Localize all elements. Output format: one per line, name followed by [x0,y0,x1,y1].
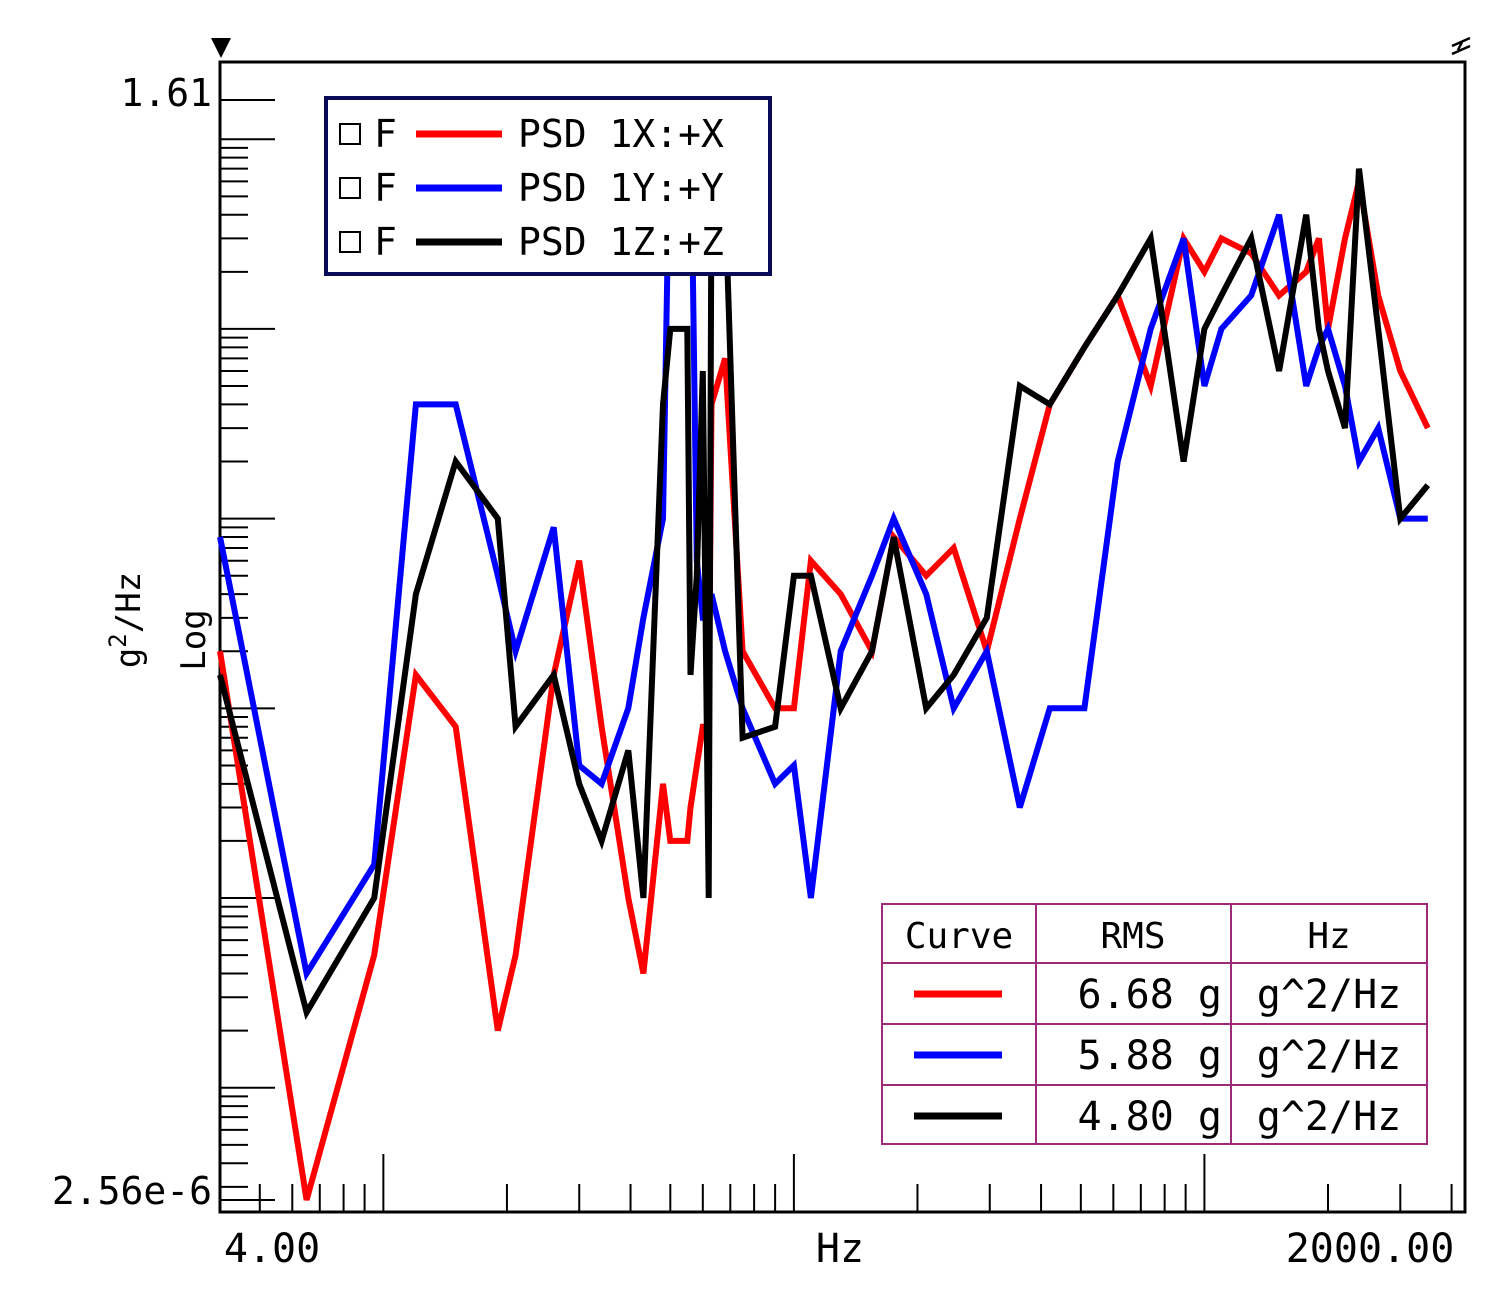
y-axis-ticks [220,99,275,1201]
legend-box [324,96,772,276]
rms-header-curve: Curve [905,916,1013,957]
legend-marker-label: F [374,166,397,210]
legend-checkbox-icon[interactable] [339,123,361,145]
plot-frame [218,60,1467,1214]
rms-row-value: 5.88 g [1078,1033,1223,1079]
legend-checkbox-icon[interactable] [339,177,361,199]
legend-label: PSD 1X:+X [518,112,724,156]
legend-checkbox-icon[interactable] [339,231,361,253]
rms-row-value: 6.68 g [1078,972,1223,1018]
svg-text:g2/Hz: g2/Hz [104,572,149,668]
rms-header-rms: RMS [1100,916,1165,957]
legend: F PSD 1X:+X F PSD 1Y:+Y F PSD 1Z:+Z [324,96,772,276]
ylabel-suffix: /Hz [109,572,149,633]
y-max-tick-label: 1.61 [120,71,212,115]
y-min-tick-label: 2.56e-6 [52,1169,212,1213]
legend-marker-label: F [374,220,397,264]
series-line-3 [217,168,1431,1021]
ylabel-superscript: 2 [104,633,132,647]
rms-header-hz: Hz [1307,916,1350,957]
legend-marker-label: F [374,112,397,156]
series-line-1 [217,180,1431,1201]
legend-label: PSD 1Y:+Y [518,166,724,210]
y-scale-label: Log [174,609,214,670]
x-axis-ticks [219,1154,1453,1212]
series-layer [217,97,1431,1201]
top-cursor-marker-icon[interactable] [211,38,231,58]
rms-row-value: 4.80 g [1078,1094,1223,1140]
x-min-tick-label: 4.00 [224,1226,320,1272]
rms-row-unit: g^2/Hz [1257,1033,1402,1079]
ylabel-prefix: g [109,648,149,668]
legend-label: PSD 1Z:+Z [518,220,724,264]
axis-break-icon [1451,36,1471,56]
y-axis-title: g2/Hz [104,572,149,668]
rms-row-unit: g^2/Hz [1257,972,1402,1018]
x-axis-title: Hz [816,1226,864,1272]
x-max-tick-label: 2000.00 [1286,1226,1455,1272]
rms-row-unit: g^2/Hz [1257,1094,1402,1140]
rms-table: Curve RMS Hz 6.68 g g^2/Hz 5.88 g g^2/Hz 4.8… [881,903,1428,1145]
series-line-2 [217,97,1428,982]
